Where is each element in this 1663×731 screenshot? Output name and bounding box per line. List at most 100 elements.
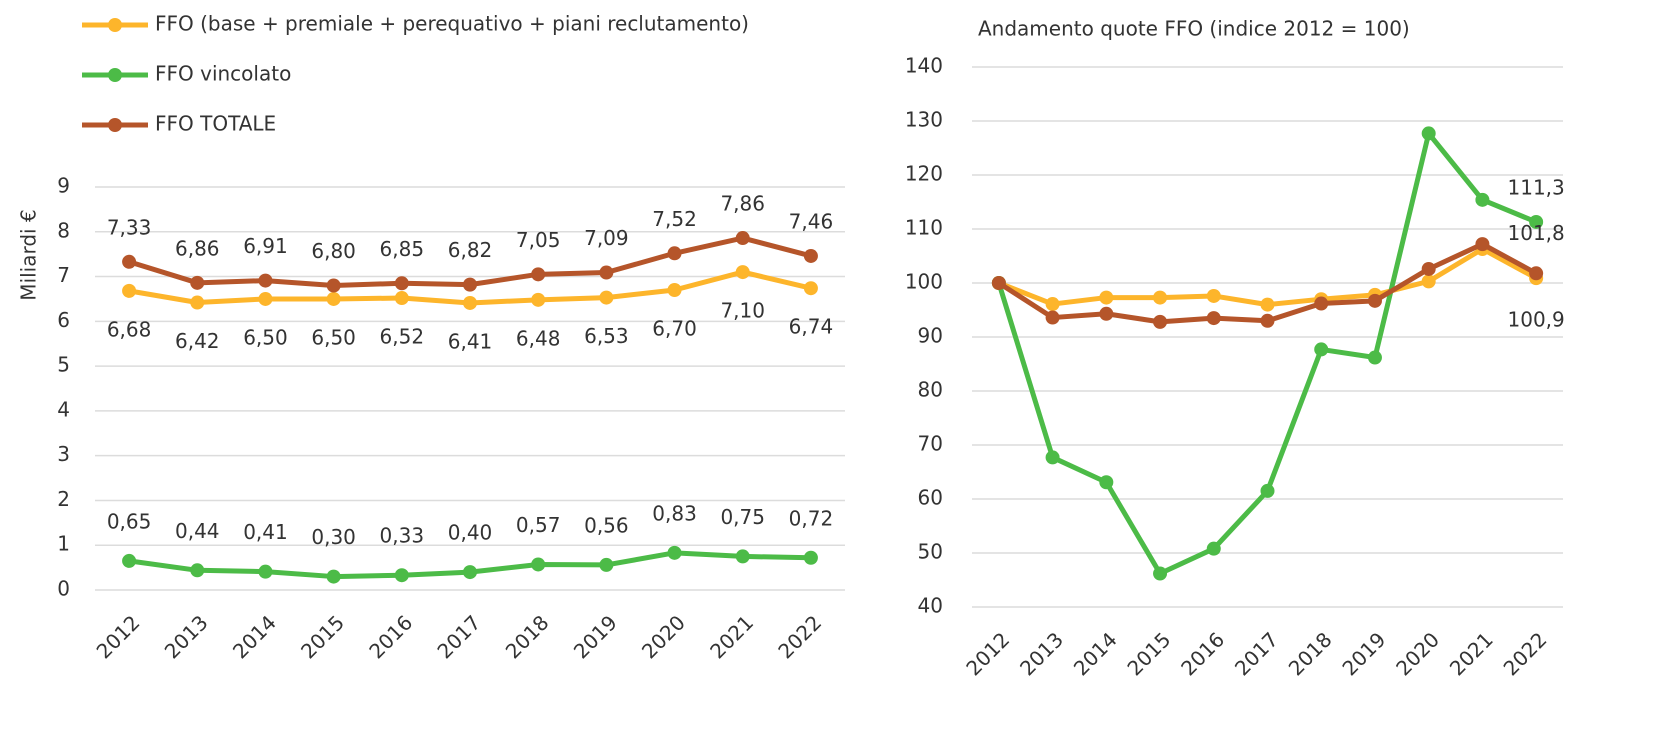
data-label: 6,86 — [175, 236, 220, 260]
point — [394, 291, 409, 306]
y-tick-label: 3 — [57, 442, 70, 466]
point — [122, 553, 137, 568]
point — [991, 276, 1006, 290]
point — [190, 563, 205, 578]
y-tick-label: 50 — [918, 540, 943, 564]
data-label: 0,40 — [448, 521, 493, 545]
x-tick-label: 2013 — [1015, 627, 1068, 680]
data-label: 7,52 — [652, 207, 697, 231]
x-tick-label: 2019 — [569, 610, 622, 663]
x-tick-label: 2017 — [1230, 627, 1283, 680]
point — [1475, 192, 1490, 207]
point — [1314, 296, 1329, 311]
data-label: 7,10 — [720, 299, 765, 323]
x-tick-label: 2019 — [1337, 627, 1390, 680]
point — [735, 549, 750, 564]
legend-label: FFO vincolato — [155, 62, 291, 86]
y-axis-label: Miliardi € — [17, 209, 41, 300]
point — [190, 295, 205, 310]
legend-marker — [108, 18, 122, 32]
y-tick-label: 90 — [918, 324, 943, 348]
y-tick-label: 8 — [57, 218, 70, 242]
data-label: 6,53 — [584, 324, 629, 348]
point — [599, 557, 614, 572]
point — [1045, 450, 1060, 465]
data-label: 7,05 — [516, 228, 561, 252]
point — [531, 557, 546, 572]
y-tick-label: 130 — [905, 108, 943, 132]
data-label: 6,48 — [516, 326, 561, 350]
point — [1099, 475, 1114, 490]
point — [463, 295, 477, 310]
data-label: 100,9 — [1508, 308, 1565, 332]
data-label: 0,30 — [311, 525, 356, 549]
legend-marker — [108, 68, 122, 82]
x-tick-label: 2021 — [705, 610, 758, 663]
point — [1421, 274, 1436, 289]
data-label: 0,41 — [243, 520, 288, 544]
point — [326, 291, 341, 306]
y-tick-label: 70 — [918, 432, 943, 456]
point — [1314, 342, 1329, 357]
point — [531, 292, 546, 307]
point — [667, 246, 682, 261]
data-label: 6,52 — [380, 325, 425, 349]
data-label: 6,85 — [380, 237, 425, 261]
point — [1099, 290, 1114, 305]
x-tick-label: 2022 — [773, 610, 826, 663]
data-label: 7,86 — [720, 192, 765, 216]
y-tick-label: 80 — [918, 378, 943, 402]
point — [1153, 566, 1168, 581]
data-label: 0,75 — [720, 505, 765, 529]
y-tick-label: 9 — [57, 174, 70, 198]
point — [1045, 297, 1060, 312]
x-tick-label: 2020 — [637, 610, 690, 663]
point — [1421, 261, 1436, 276]
data-label: 6,42 — [175, 329, 220, 353]
y-tick-label: 140 — [905, 54, 943, 78]
point — [531, 267, 546, 282]
data-label: 6,82 — [448, 238, 493, 262]
point — [1206, 288, 1221, 303]
point — [394, 276, 409, 291]
y-tick-label: 5 — [57, 353, 70, 377]
x-tick-label: 2016 — [1176, 627, 1229, 680]
y-tick-label: 110 — [905, 216, 943, 240]
point — [1206, 541, 1221, 556]
legend-marker — [108, 118, 122, 132]
point — [122, 254, 137, 269]
point — [258, 291, 273, 306]
point — [1260, 313, 1275, 328]
point — [735, 265, 750, 280]
point — [1099, 306, 1114, 321]
data-label: 101,8 — [1508, 221, 1565, 245]
legend-label: FFO TOTALE — [155, 112, 276, 136]
point — [1206, 311, 1221, 326]
x-tick-label: 2022 — [1499, 627, 1552, 680]
data-label: 111,3 — [1508, 175, 1565, 199]
y-tick-label: 6 — [57, 308, 70, 332]
x-tick-label: 2017 — [432, 610, 485, 663]
point — [803, 248, 818, 263]
point — [667, 282, 682, 297]
point — [463, 565, 477, 580]
x-tick-label: 2021 — [1445, 627, 1498, 680]
y-tick-label: 1 — [57, 532, 70, 556]
y-tick-label: 2 — [57, 487, 70, 511]
point — [667, 545, 682, 560]
data-label: 0,33 — [380, 524, 425, 548]
data-label: 6,68 — [107, 317, 152, 341]
data-label: 6,50 — [243, 325, 288, 349]
x-tick-label: 2014 — [228, 610, 281, 663]
data-label: 0,57 — [516, 513, 561, 537]
point — [1153, 290, 1168, 305]
data-label: 6,70 — [652, 316, 697, 340]
point — [1421, 126, 1436, 141]
y-tick-label: 100 — [905, 270, 943, 294]
point — [258, 273, 273, 288]
x-tick-label: 2020 — [1391, 627, 1444, 680]
x-tick-label: 2013 — [160, 610, 213, 663]
data-label: 0,65 — [107, 509, 152, 533]
y-tick-label: 120 — [905, 162, 943, 186]
point — [599, 265, 614, 280]
